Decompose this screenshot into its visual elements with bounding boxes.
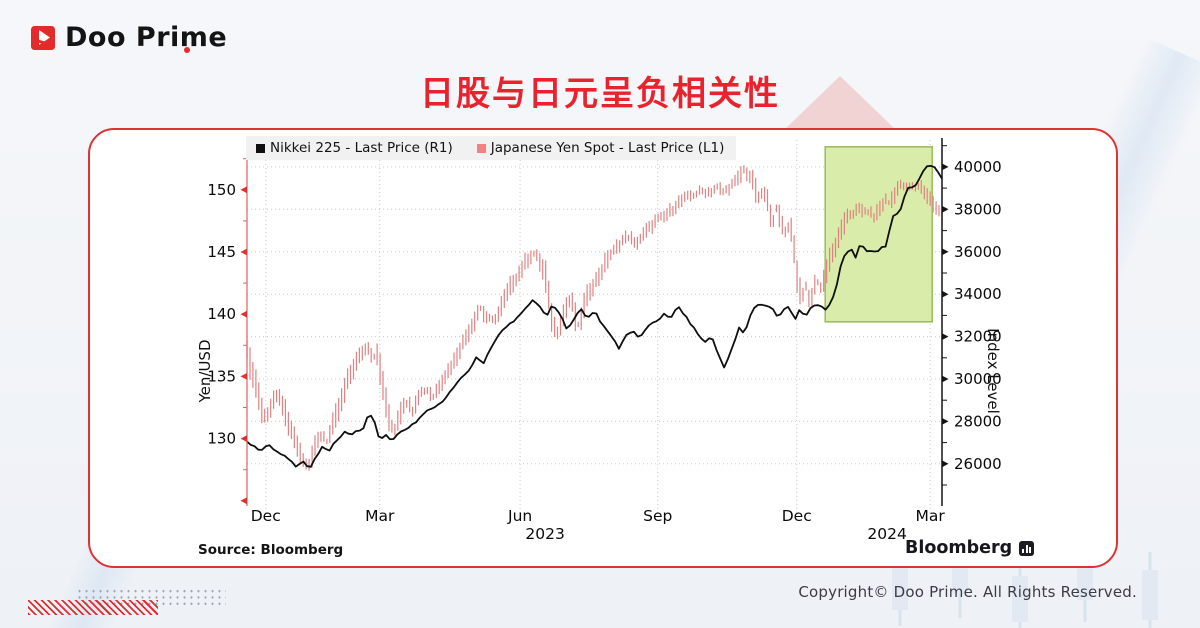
- svg-text:145: 145: [207, 243, 236, 261]
- source-label: Source: Bloomberg: [198, 542, 344, 558]
- bloomberg-wordmark-text: Bloomberg: [905, 538, 1013, 558]
- svg-text:Mar: Mar: [365, 507, 395, 525]
- highlight-region: [824, 145, 934, 323]
- svg-text:130: 130: [207, 430, 236, 448]
- svg-text:36000: 36000: [954, 243, 1002, 261]
- svg-text:28000: 28000: [954, 412, 1002, 430]
- chart-legend: Nikkei 225 - Last Price (R1) Japanese Ye…: [246, 136, 737, 160]
- svg-text:32000: 32000: [954, 328, 1002, 346]
- legend-label-nikkei: Nikkei 225 - Last Price (R1): [270, 140, 453, 156]
- chart-card: 150 145 140 135 130 40000 38000 36000 34000 32000…: [88, 128, 1118, 568]
- svg-text:150: 150: [207, 181, 236, 199]
- bloomberg-wordmark: Bloomberg: [905, 538, 1035, 558]
- svg-text:135: 135: [207, 367, 236, 385]
- dots-pattern-decoration: [76, 588, 226, 607]
- svg-text:Mar: Mar: [916, 507, 946, 525]
- svg-text:26000: 26000: [954, 455, 1002, 473]
- doo-prime-logo-icon: [31, 25, 55, 50]
- page-title: 日股与日元呈负相关性: [420, 74, 780, 114]
- brand-logo: Doo Prime: [31, 22, 227, 53]
- brand-logo-text: Doo Prime: [65, 22, 228, 53]
- series-nikkei-line: [246, 165, 943, 468]
- legend-swatch-nikkei: [256, 143, 265, 153]
- svg-text:2024: 2024: [867, 525, 906, 543]
- svg-text:2023: 2023: [525, 525, 564, 543]
- legend-swatch-yen: [476, 143, 486, 153]
- left-axis-title: Yen/USD: [196, 339, 214, 403]
- svg-text:34000: 34000: [954, 285, 1002, 303]
- svg-text:Sep: Sep: [643, 507, 672, 525]
- gridlines: [247, 140, 942, 520]
- bloomberg-logo-icon: [1019, 540, 1035, 556]
- svg-text:140: 140: [207, 305, 236, 323]
- footer-copyright: Copyright© Doo Prime. All Rights Reserve…: [798, 583, 1137, 601]
- legend-item-nikkei: Nikkei 225 - Last Price (R1): [256, 140, 453, 156]
- svg-text:40000: 40000: [954, 158, 1002, 176]
- axis-tick-labels: 150 145 140 135 130 40000 38000 36000 34000 32000…: [207, 158, 1001, 543]
- axes: [240, 138, 949, 506]
- svg-text:30000: 30000: [954, 370, 1002, 388]
- svg-text:Jun: Jun: [507, 507, 532, 525]
- brand-logo-i-dot: [184, 47, 190, 53]
- right-axis-title: Index Level: [984, 328, 1002, 414]
- red-hatch-bar-decoration: [28, 600, 158, 615]
- svg-text:Dec: Dec: [251, 507, 281, 525]
- svg-text:38000: 38000: [954, 200, 1002, 218]
- legend-item-yen: Japanese Yen Spot - Last Price (L1): [476, 140, 725, 156]
- svg-text:Dec: Dec: [782, 507, 812, 525]
- legend-label-yen: Japanese Yen Spot - Last Price (L1): [490, 140, 725, 156]
- chart-plot: 150 145 140 135 130 40000 38000 36000 34000 32000…: [207, 138, 1002, 543]
